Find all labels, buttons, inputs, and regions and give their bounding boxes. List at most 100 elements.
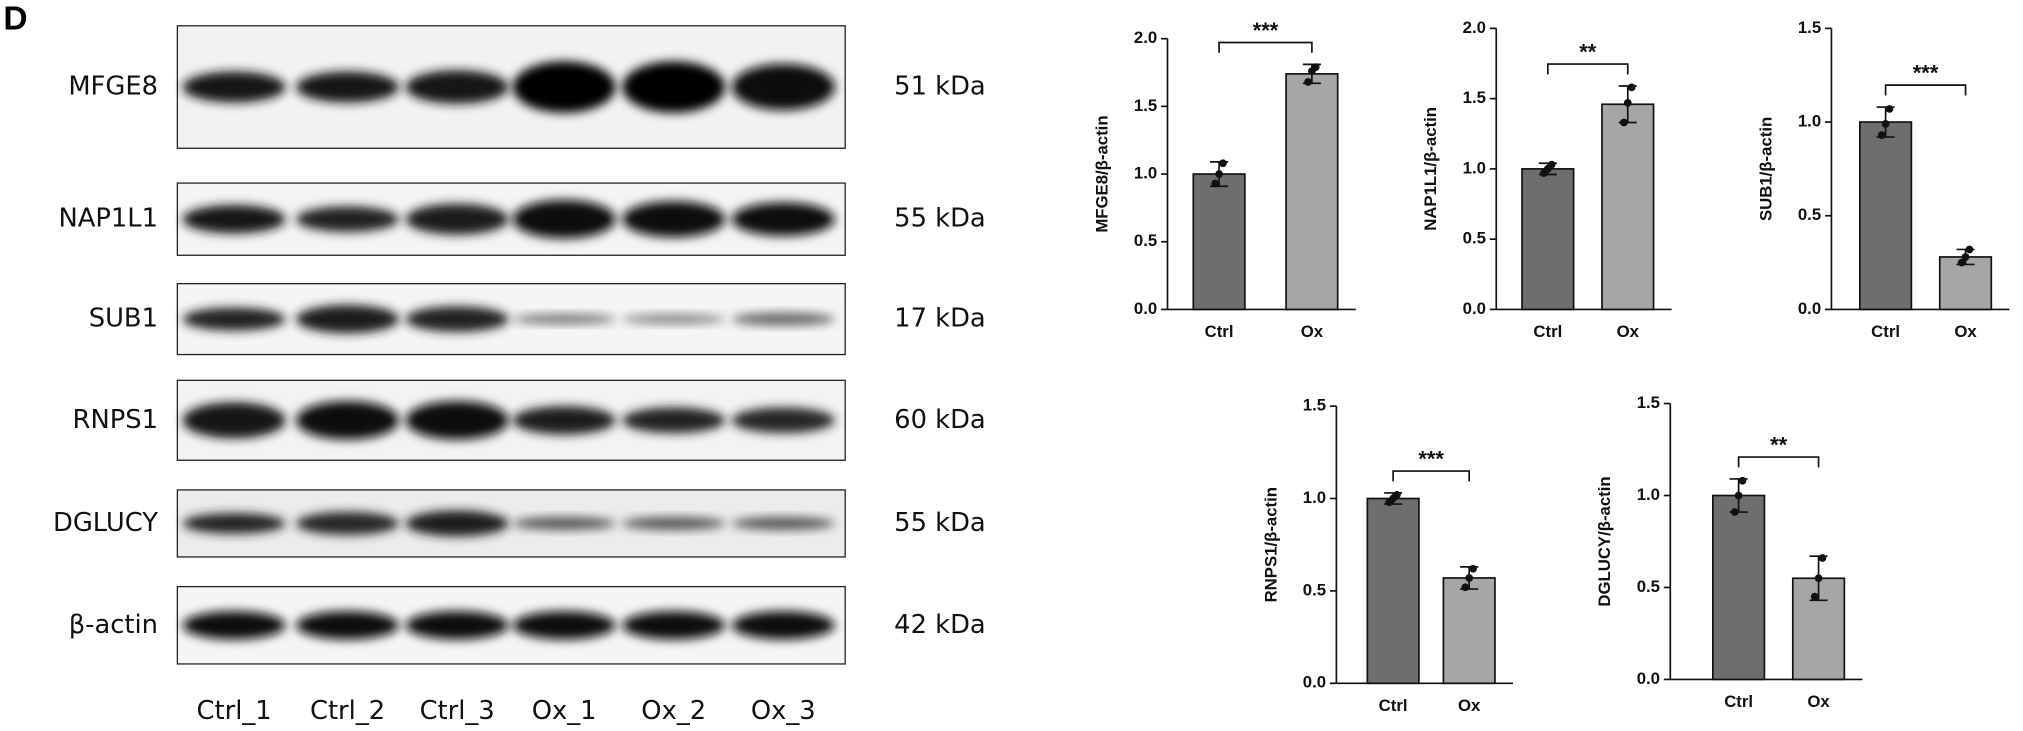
y-tick-label: 1.5 bbox=[1463, 88, 1486, 107]
data-point bbox=[1734, 491, 1743, 500]
y-tick-label: 0.5 bbox=[1637, 577, 1660, 596]
data-point bbox=[1877, 131, 1886, 140]
significance-bracket bbox=[1884, 84, 1967, 96]
size-label: 17 kDa bbox=[894, 304, 986, 334]
band bbox=[731, 407, 835, 434]
data-point bbox=[1810, 592, 1819, 601]
band bbox=[622, 516, 726, 530]
protein-label: DGLUCY bbox=[53, 508, 158, 538]
data-point bbox=[1469, 564, 1477, 573]
significance-bracket bbox=[1546, 63, 1629, 75]
band bbox=[512, 199, 616, 239]
data-point bbox=[1215, 170, 1223, 178]
band bbox=[405, 306, 509, 332]
band bbox=[622, 407, 726, 434]
band bbox=[405, 70, 509, 104]
y-axis-label: MFGE8/β-actin bbox=[1092, 115, 1111, 232]
x-tick-label: Ox bbox=[1807, 692, 1830, 711]
y-tick-label: 0.5 bbox=[1134, 231, 1157, 250]
data-point bbox=[1623, 98, 1632, 107]
band bbox=[731, 516, 835, 530]
band bbox=[182, 402, 286, 439]
size-label: 51 kDa bbox=[894, 72, 986, 102]
band bbox=[295, 206, 400, 233]
data-point bbox=[1393, 490, 1401, 499]
band bbox=[512, 61, 616, 113]
y-axis-label: SUB1/β-actin bbox=[1756, 117, 1775, 221]
y-tick-label: 1.5 bbox=[1303, 396, 1326, 415]
y-tick-label: 0.0 bbox=[1463, 299, 1486, 318]
bar bbox=[1858, 121, 1913, 311]
x-tick-label: Ox bbox=[1301, 322, 1324, 341]
bar bbox=[1192, 173, 1246, 311]
y-tick-label: 0.5 bbox=[1463, 229, 1486, 248]
y-tick-label: 0.5 bbox=[1303, 580, 1326, 599]
lane-label: Ctrl_1 bbox=[197, 696, 272, 726]
data-point bbox=[1620, 118, 1628, 127]
y-axis-label: NAP1L1/β-actin bbox=[1421, 107, 1440, 231]
y-tick-label: 1.0 bbox=[1134, 163, 1157, 182]
data-point bbox=[1965, 245, 1974, 254]
band bbox=[622, 611, 726, 640]
y-tick-label: 0.0 bbox=[1134, 299, 1157, 318]
y-tick-label: 1.5 bbox=[1798, 18, 1821, 37]
band bbox=[512, 313, 616, 325]
size-label: 60 kDa bbox=[894, 405, 986, 435]
band bbox=[182, 71, 286, 103]
data-point bbox=[1547, 160, 1556, 169]
significance-bracket bbox=[1737, 456, 1820, 468]
size-label: 55 kDa bbox=[894, 204, 986, 234]
band bbox=[731, 611, 835, 640]
lane-label: Ox_1 bbox=[532, 696, 597, 726]
data-point bbox=[1730, 508, 1739, 516]
significance: ** bbox=[1579, 40, 1597, 65]
y-tick-label: 1.0 bbox=[1798, 111, 1821, 130]
data-point bbox=[1219, 159, 1227, 168]
y-tick-label: 0.5 bbox=[1798, 205, 1821, 224]
band bbox=[622, 201, 726, 238]
band bbox=[295, 71, 400, 103]
data-point bbox=[1627, 83, 1636, 92]
bar bbox=[1442, 577, 1496, 685]
data-point bbox=[1311, 63, 1320, 71]
x-tick-label: Ctrl bbox=[1871, 322, 1900, 341]
data-point bbox=[1211, 179, 1220, 188]
bar bbox=[1601, 103, 1655, 311]
band bbox=[731, 312, 835, 326]
band bbox=[405, 203, 509, 235]
y-tick-label: 2.0 bbox=[1463, 18, 1486, 37]
band bbox=[622, 313, 726, 325]
protein-label: SUB1 bbox=[89, 304, 158, 334]
data-point bbox=[1957, 258, 1966, 267]
band bbox=[182, 204, 286, 234]
data-point bbox=[1961, 253, 1970, 261]
y-tick-label: 0.0 bbox=[1798, 299, 1821, 318]
protein-label: β-actin bbox=[69, 610, 158, 640]
band bbox=[731, 63, 835, 111]
band bbox=[295, 400, 400, 440]
data-point bbox=[1818, 554, 1827, 562]
band bbox=[405, 400, 509, 440]
band bbox=[512, 611, 616, 640]
band bbox=[182, 513, 286, 534]
y-tick-label: 1.5 bbox=[1134, 96, 1157, 115]
y-tick-label: 1.0 bbox=[1303, 488, 1326, 507]
band bbox=[405, 510, 509, 537]
significance: ** bbox=[1770, 432, 1788, 457]
lane-label: Ctrl_2 bbox=[310, 696, 385, 726]
data-point bbox=[1461, 583, 1470, 592]
bar bbox=[1938, 256, 1993, 311]
data-point bbox=[1885, 105, 1894, 113]
x-tick-label: Ctrl bbox=[1379, 696, 1408, 715]
x-tick-label: Ox bbox=[1617, 322, 1640, 341]
bar bbox=[1366, 497, 1420, 685]
band bbox=[405, 611, 509, 640]
data-point bbox=[1881, 120, 1890, 128]
x-tick-label: Ox bbox=[1458, 696, 1481, 715]
band bbox=[512, 516, 616, 530]
band bbox=[182, 307, 286, 331]
protein-label: RNPS1 bbox=[73, 405, 158, 435]
protein-label: MFGE8 bbox=[68, 72, 158, 102]
lane-label: Ox_2 bbox=[641, 696, 706, 726]
